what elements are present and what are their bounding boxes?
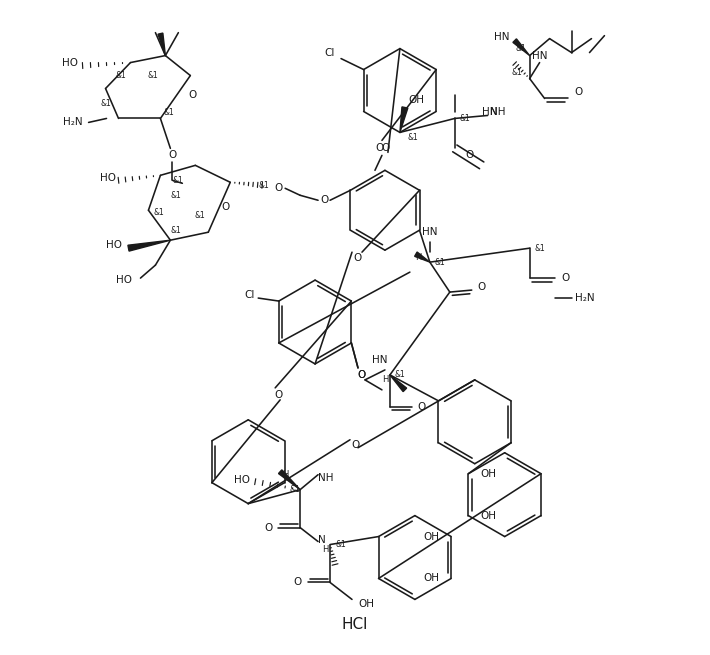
Polygon shape xyxy=(513,39,530,56)
Text: HN: HN xyxy=(494,31,510,42)
Text: &1: &1 xyxy=(153,208,164,217)
Text: HN: HN xyxy=(422,227,437,237)
Text: H₂N: H₂N xyxy=(574,293,594,303)
Text: &1: &1 xyxy=(435,257,446,267)
Text: HN: HN xyxy=(372,355,388,365)
Text: &1: &1 xyxy=(170,226,181,234)
Text: O: O xyxy=(418,402,426,412)
Text: H: H xyxy=(282,470,288,479)
Text: &1: &1 xyxy=(516,44,527,53)
Text: &1: &1 xyxy=(100,99,111,108)
Text: O: O xyxy=(320,195,328,205)
Text: N: N xyxy=(318,534,326,544)
Text: O: O xyxy=(294,578,302,588)
Text: O: O xyxy=(574,88,583,98)
Text: HO: HO xyxy=(106,240,123,250)
Polygon shape xyxy=(128,240,170,251)
Text: HN: HN xyxy=(482,107,498,117)
Text: &1: &1 xyxy=(290,485,300,494)
Text: O: O xyxy=(466,151,474,160)
Text: OH: OH xyxy=(408,96,424,105)
Text: O: O xyxy=(274,183,283,193)
Text: OH: OH xyxy=(358,599,374,609)
Text: O: O xyxy=(358,370,366,380)
Text: NH: NH xyxy=(318,473,334,483)
Text: O: O xyxy=(376,143,384,153)
Text: &1: &1 xyxy=(170,191,181,200)
Text: O: O xyxy=(562,273,570,283)
Text: &1: &1 xyxy=(147,71,158,80)
Text: O: O xyxy=(168,151,177,160)
Text: OH: OH xyxy=(423,532,439,542)
Text: HCl: HCl xyxy=(342,617,368,632)
Text: H: H xyxy=(415,253,422,261)
Text: H: H xyxy=(382,375,388,384)
Polygon shape xyxy=(390,375,407,392)
Text: &1: &1 xyxy=(395,370,405,379)
Text: &1: &1 xyxy=(535,244,545,253)
Text: NH: NH xyxy=(490,107,506,117)
Text: &1: &1 xyxy=(173,176,183,185)
Text: O: O xyxy=(382,143,390,153)
Text: &1: &1 xyxy=(408,133,419,142)
Text: &1: &1 xyxy=(163,108,174,117)
Text: OH: OH xyxy=(481,469,496,479)
Text: O: O xyxy=(188,90,197,100)
Text: HO: HO xyxy=(116,275,133,285)
Text: O: O xyxy=(351,440,359,450)
Text: HO: HO xyxy=(62,58,77,67)
Text: O: O xyxy=(221,202,229,212)
Text: HO: HO xyxy=(99,174,116,183)
Text: O: O xyxy=(264,523,272,533)
Text: H₂N: H₂N xyxy=(63,117,82,128)
Polygon shape xyxy=(415,252,430,262)
Text: OH: OH xyxy=(423,574,439,584)
Polygon shape xyxy=(158,33,165,56)
Text: H: H xyxy=(322,545,329,554)
Text: O: O xyxy=(358,370,366,380)
Polygon shape xyxy=(278,470,300,490)
Text: OH: OH xyxy=(481,511,496,521)
Text: &1: &1 xyxy=(258,181,269,190)
Text: &1: &1 xyxy=(460,114,471,123)
Text: O: O xyxy=(274,390,283,400)
Text: &1: &1 xyxy=(335,540,346,549)
Text: O: O xyxy=(478,282,486,292)
Polygon shape xyxy=(400,107,408,132)
Text: &1: &1 xyxy=(115,71,126,80)
Text: &1: &1 xyxy=(195,211,206,219)
Text: Cl: Cl xyxy=(324,48,335,58)
Text: HO: HO xyxy=(234,475,250,485)
Text: Cl: Cl xyxy=(245,290,255,300)
Text: HN: HN xyxy=(532,50,547,60)
Text: O: O xyxy=(354,253,362,263)
Text: &1: &1 xyxy=(512,68,523,77)
